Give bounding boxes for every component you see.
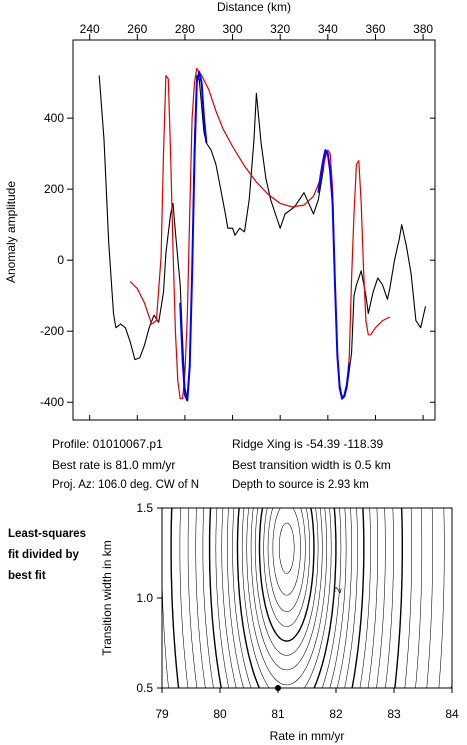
best-rate-label: Best rate is 81.0 mm/yr xyxy=(52,458,176,472)
anomaly-chart: 240 260 280 300 320 340 360 380-400-2000200400 … xyxy=(4,0,436,421)
contour-line xyxy=(179,508,394,688)
x-tick-label: 320 xyxy=(270,22,290,36)
contour-line xyxy=(272,508,301,596)
contour-x-tick-label: 79 xyxy=(155,707,169,721)
contour-line xyxy=(255,508,319,656)
transition-width-label: Best transition width is 0.5 km xyxy=(232,458,391,472)
side-caption-line-2: fit divided by xyxy=(8,549,79,561)
contour-plot-frame xyxy=(161,507,453,689)
contour-line xyxy=(241,508,332,688)
contour-line xyxy=(195,508,378,688)
contour-line xyxy=(221,508,352,688)
contour-line xyxy=(267,508,306,612)
y-tick-label: -200 xyxy=(40,324,64,338)
best-fit-marker xyxy=(275,685,281,691)
contour-line xyxy=(438,508,445,688)
major-contour-line xyxy=(208,508,365,688)
contour-line xyxy=(415,508,423,688)
contour-chart: 79 80 81 82 83 84 0.5 1.0 1.5 2 Rate in mm/yr Tr… xyxy=(100,501,459,743)
contour-level-label: 2 xyxy=(333,586,345,595)
ridge-crossing-label: Ridge Xing is -54.39 -118.39 xyxy=(232,437,384,451)
y-tick-label: -400 xyxy=(40,395,64,409)
x-tick-label: 340 xyxy=(318,22,338,36)
contour-line xyxy=(232,508,342,688)
contour-x-tick-label: 80 xyxy=(213,707,227,721)
contour-line xyxy=(227,508,347,688)
bottom-y-axis-title: Transition width in km xyxy=(100,540,114,656)
y-tick-label: 400 xyxy=(44,111,64,125)
contour-line xyxy=(278,522,295,574)
contour-line xyxy=(246,508,327,686)
projection-azimuth-label: Proj. Az: 106.0 deg. CW of N xyxy=(52,479,200,491)
best-fit-segment xyxy=(317,149,351,400)
contour-y-tick-label: 1.5 xyxy=(136,501,153,515)
side-caption-line-1: Least-squares xyxy=(8,528,86,540)
contour-line xyxy=(250,508,323,671)
contour-y-tick-label: 0.5 xyxy=(136,681,153,695)
side-caption: Least-squares fit divided by best fit xyxy=(8,524,86,587)
x-tick-label: 260 xyxy=(127,22,147,36)
major-contour-line xyxy=(236,508,337,688)
major-contour-line xyxy=(258,508,315,642)
x-tick-label: 240 xyxy=(80,22,100,36)
side-caption-line-3: best fit xyxy=(8,570,46,582)
observed-anomaly-line xyxy=(98,74,427,400)
contour-x-tick-label: 82 xyxy=(329,707,343,721)
contour-line xyxy=(426,508,433,688)
x-tick-label: 360 xyxy=(365,22,385,36)
contour-line xyxy=(162,508,412,688)
x-tick-label: 380 xyxy=(413,22,433,36)
contour-x-tick-label: 84 xyxy=(445,707,459,721)
profile-label: Profile: 01010067.p1 xyxy=(52,437,163,451)
bottom-x-axis-title: Rate in mm/yr xyxy=(270,729,345,743)
y-tick-label: 200 xyxy=(44,182,64,196)
source-depth-label: Depth to source is 2.93 km xyxy=(232,479,369,491)
anomaly-plot-frame xyxy=(72,39,436,421)
y-tick-label: 0 xyxy=(57,253,64,267)
top-x-axis-title: Distance (km) xyxy=(217,0,291,14)
contour-line xyxy=(263,508,310,627)
major-contour-line xyxy=(170,508,403,688)
x-tick-label: 280 xyxy=(175,22,195,36)
contour-line xyxy=(187,508,386,688)
best-fit-segment xyxy=(179,71,208,402)
contour-x-tick-label: 83 xyxy=(387,707,401,721)
contour-x-tick-label: 81 xyxy=(271,707,285,721)
contour-y-tick-label: 1.0 xyxy=(136,591,153,605)
contour-line xyxy=(215,508,358,688)
contour-line xyxy=(202,508,371,688)
top-y-axis-title: Anomaly amplitude xyxy=(4,181,18,283)
model-anomaly-line xyxy=(129,67,391,400)
x-tick-label: 300 xyxy=(223,22,243,36)
